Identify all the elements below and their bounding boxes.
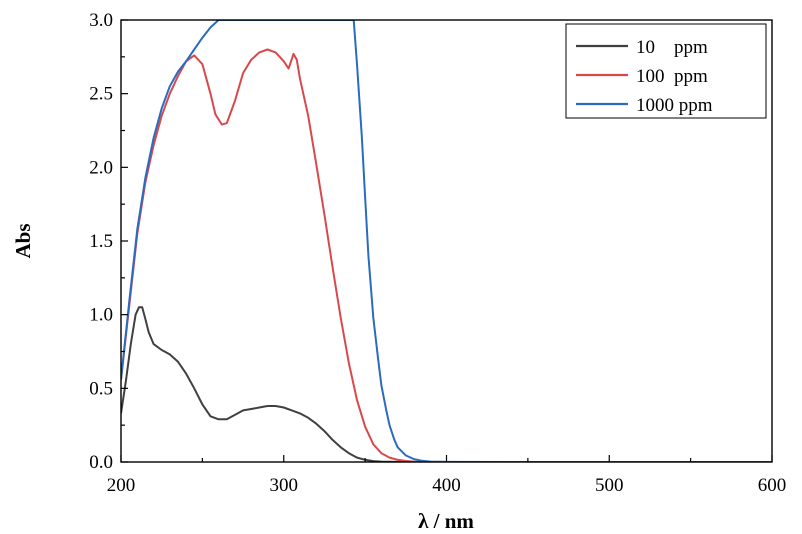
y-tick-label: 0.0 bbox=[89, 452, 113, 473]
series-line-3 bbox=[121, 20, 772, 462]
y-tick-label: 2.5 bbox=[89, 84, 113, 105]
x-tick-label: 200 bbox=[107, 475, 136, 496]
legend-label: 1000 ppm bbox=[636, 95, 713, 116]
x-tick-label: 400 bbox=[432, 475, 461, 496]
legend-box bbox=[565, 23, 767, 119]
y-tick-label: 0.5 bbox=[89, 378, 113, 399]
series-line-1 bbox=[121, 306, 772, 462]
y-axis-title: Abs bbox=[11, 223, 35, 258]
series-line-2 bbox=[121, 48, 772, 462]
y-tick-label: 1.0 bbox=[89, 305, 113, 326]
x-axis-title: λ / nm bbox=[418, 509, 474, 533]
y-axis: 0.0 0.5 1.0 1.5 2.0 2.5 3.0 bbox=[89, 10, 128, 473]
x-axis: 200 300 400 500 600 bbox=[107, 455, 787, 496]
legend: 10 ppm 100 ppm 1000 ppm bbox=[565, 23, 767, 119]
x-tick-label: 500 bbox=[595, 475, 624, 496]
y-tick-label: 2.0 bbox=[89, 157, 113, 178]
y-tick-label: 3.0 bbox=[89, 10, 113, 31]
legend-label: 100 ppm bbox=[636, 66, 708, 87]
x-tick-label: 600 bbox=[758, 475, 787, 496]
y-tick-label: 1.5 bbox=[89, 231, 113, 252]
x-tick-label: 300 bbox=[270, 475, 299, 496]
legend-label: 10 ppm bbox=[636, 37, 708, 58]
